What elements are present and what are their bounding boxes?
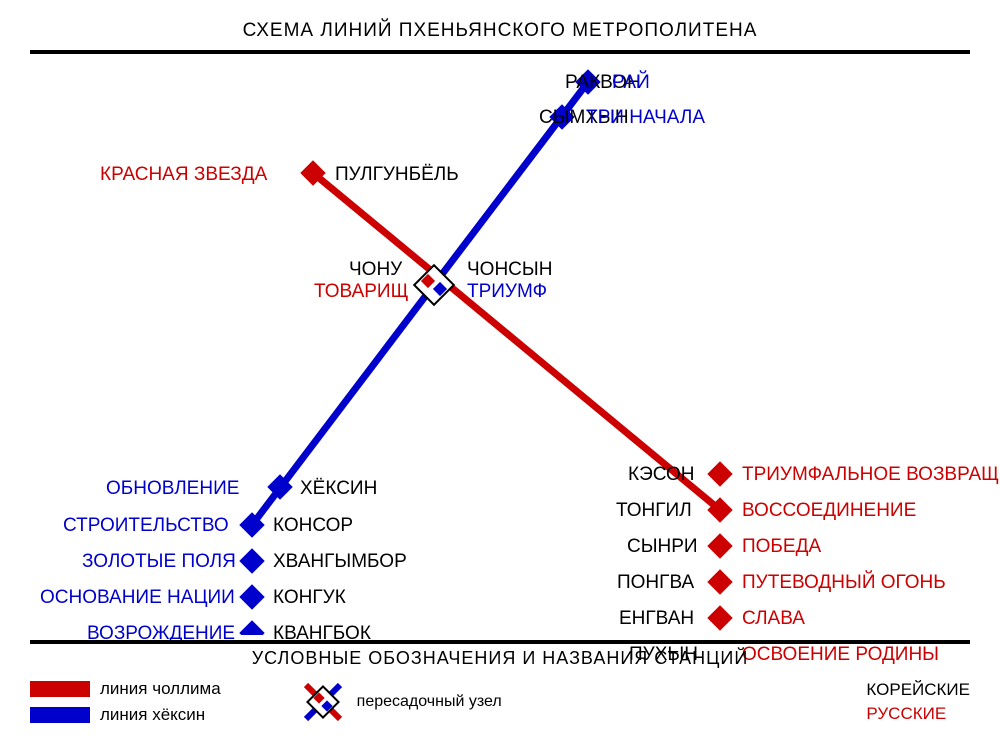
station-label: ТРИУМФАЛЬНОЕ ВОЗВРАЩЕНИЕ	[742, 465, 1000, 484]
station-label: СЫНРИ	[627, 537, 698, 556]
legend-label-hyoksin: линия хёксин	[100, 705, 205, 725]
station-label: ПУТЕВОДНЫЙ ОГОНЬ	[742, 573, 946, 592]
station-label: ПУЛГУНБЁЛЬ	[335, 165, 459, 184]
metro-map: РАКВОНРАЙСЫМХЫНТРИ НАЧАЛАКРАСНАЯ ЗВЕЗДАП…	[0, 55, 1000, 635]
legend-bar-blue	[30, 707, 90, 723]
station-label: ВОССОЕДИНЕНИЕ	[742, 501, 916, 520]
legend-label-chollima: линия чоллима	[100, 679, 221, 699]
station-label: ЕНГВАН	[619, 609, 694, 628]
legend-item-chollima: линия чоллима	[30, 679, 221, 699]
station-label: ЧОНСЫН	[467, 260, 552, 279]
station-label: ЧОНУ	[349, 260, 402, 279]
legend-korean-label: КОРЕЙСКИЕ	[866, 680, 970, 700]
legend-label-interchange: пересадочный узел	[357, 693, 502, 711]
station-label: ПОБЕДА	[742, 537, 821, 556]
legend-item-hyoksin: линия хёксин	[30, 705, 221, 725]
station-label: КРАСНАЯ ЗВЕЗДА	[100, 165, 267, 184]
interchange-icon	[301, 680, 345, 724]
legend-row: линия чоллима линия хёксин пересадочный …	[30, 679, 970, 725]
legend-russian-label: РУССКИЕ	[866, 704, 970, 724]
legend-names: КОРЕЙСКИЕ РУССКИЕ	[866, 680, 970, 724]
legend-lines: линия чоллима линия хёксин	[30, 679, 221, 725]
legend-bar-red	[30, 681, 90, 697]
station-label: ТРИ НАЧАЛА	[586, 108, 705, 127]
station-label: ТОНГИЛ	[616, 501, 692, 520]
station-label: СЛАВА	[742, 609, 805, 628]
station-label: ОБНОВЛЕНИЕ	[106, 479, 239, 498]
station-label: ПОНГВА	[617, 573, 694, 592]
station-label: СТРОИТЕЛЬСТВО	[63, 516, 229, 535]
station-label: ХВАНГЫМБОР	[273, 552, 407, 571]
diagram-title: СХЕМА ЛИНИЙ ПХЕНЬЯНСКОГО МЕТРОПОЛИТЕНА	[0, 0, 1000, 42]
station-label: ТОВАРИЩ	[314, 282, 408, 301]
station-label: КОНСОР	[273, 516, 353, 535]
station-label: РАЙ	[612, 73, 650, 92]
legend-interchange: пересадочный узел	[301, 680, 502, 724]
legend-title: УСЛОВНЫЕ ОБОЗНАЧЕНИЯ И НАЗВАНИЯ СТАНЦИЙ	[30, 648, 970, 669]
station-label: ЗОЛОТЫЕ ПОЛЯ	[82, 552, 236, 571]
station-label: ТРИУМФ	[467, 282, 547, 301]
station-label: ОСНОВАНИЕ НАЦИИ	[40, 588, 235, 607]
top-divider	[30, 50, 970, 54]
station-label: ХЁКСИН	[300, 479, 377, 498]
metro-lines-svg	[0, 55, 1000, 635]
legend: УСЛОВНЫЕ ОБОЗНАЧЕНИЯ И НАЗВАНИЯ СТАНЦИЙ …	[30, 648, 970, 725]
station-label: КЭСОН	[628, 465, 695, 484]
station-label: КОНГУК	[273, 588, 346, 607]
bottom-divider	[30, 640, 970, 644]
